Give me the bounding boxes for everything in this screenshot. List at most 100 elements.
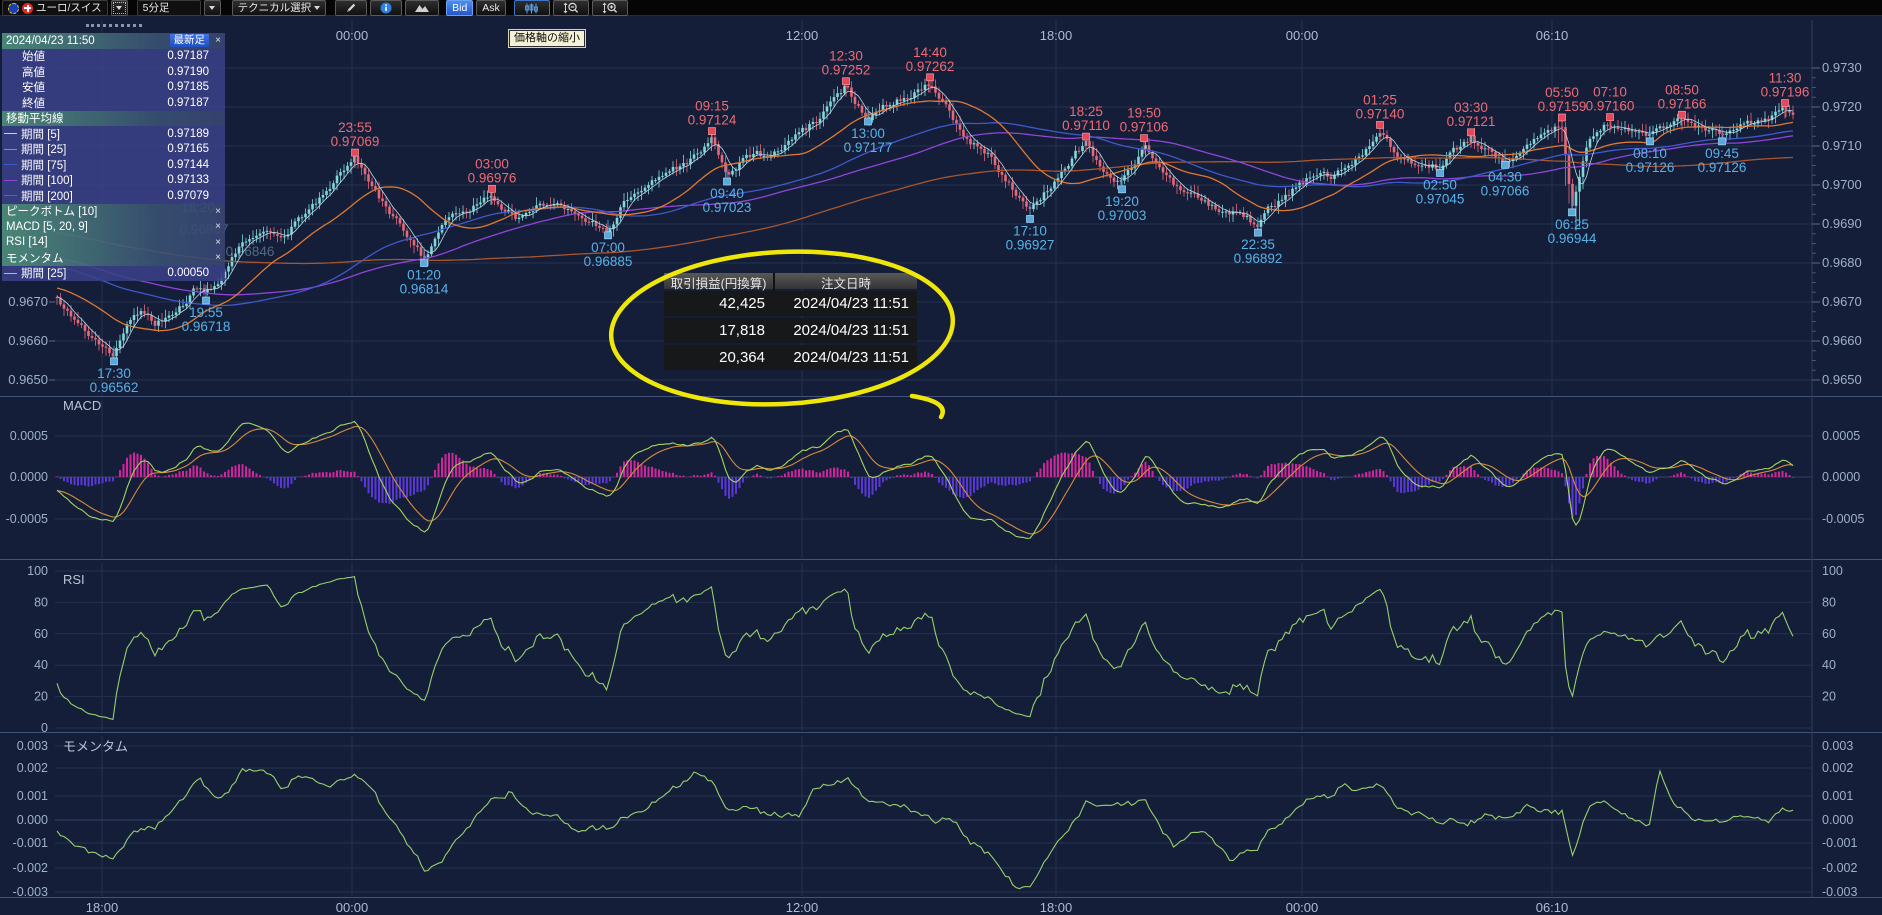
bottom-time-label: 17:30 — [97, 366, 131, 381]
mountain-icon — [415, 5, 430, 12]
timeframe-dropdown-button[interactable] — [203, 0, 221, 16]
bottom-time-label: 07:00 — [591, 240, 625, 255]
bottom-time-label: 09:45 — [1705, 146, 1739, 161]
draw-pencil-button[interactable] — [335, 0, 368, 16]
price-axis-label: 0.9680 — [1822, 255, 1862, 270]
momentum-axis-label: 0.003 — [1822, 739, 1853, 753]
indicator-header-row: MACD [5, 20, 9] × — [2, 219, 225, 235]
momentum-axis-label: -0.003 — [13, 885, 48, 899]
candle-chart-button[interactable] — [513, 0, 550, 16]
order-table-row: 20,364 2024/04/23 11:51 — [664, 345, 917, 370]
time-axis-label: 06:10 — [1536, 900, 1569, 915]
info-button[interactable] — [370, 0, 403, 16]
ma-row: 期間 [75] 0.97144 — [2, 157, 225, 173]
bottom-price-label: 0.97023 — [703, 200, 752, 215]
rsi-axis-label: 20 — [1822, 690, 1836, 704]
ask-toggle-button[interactable]: Ask — [476, 0, 506, 16]
close-icon[interactable]: × — [215, 205, 221, 217]
price-axis-label: 0.9670 — [8, 294, 48, 309]
toolbar: ユーロ/スイス 5分足 テクニカル選択 — [0, 0, 1882, 16]
order-table-body: 42,425 2024/04/23 11:51 17,818 2024/04/23 1… — [664, 291, 917, 370]
timeframe-label: 5分足 — [142, 2, 170, 14]
close-icon[interactable]: × — [215, 221, 221, 233]
peak-time-label: 14:40 — [913, 45, 947, 60]
indicator-header-row: ピークボトム [10] × — [2, 203, 225, 219]
price-axis-zoom-out-button[interactable] — [552, 0, 589, 16]
rsi-axis-label: 60 — [34, 627, 48, 641]
peak-price-label: 0.97160 — [1586, 99, 1635, 114]
currency-pair-label: ユーロ/スイス — [36, 2, 102, 14]
time-axis-label: 12:00 — [786, 28, 819, 43]
peak-time-label: 09:15 — [695, 99, 729, 114]
close-icon[interactable]: × — [215, 252, 221, 264]
indicator-info-panel: 2024/04/23 11:50 最新足 × 始値 0.97187 高値 0.9719… — [2, 24, 225, 281]
rsi-axis-label: 80 — [34, 595, 48, 609]
technical-select-button[interactable]: テクニカル選択 — [231, 0, 327, 16]
ma-value: 0.97133 — [167, 174, 209, 187]
price-axis-label: 0.9650 — [1822, 372, 1862, 387]
ma-value: 0.97189 — [167, 127, 209, 140]
ma-row: 期間 [100] 0.97133 — [2, 172, 225, 188]
ohlc-row: 高値 0.97190 — [2, 64, 225, 80]
close-icon[interactable]: × — [215, 236, 221, 248]
peak-price-label: 0.97106 — [1120, 120, 1169, 135]
ohlc-label: 終値 — [22, 97, 45, 110]
order-table-header: 取引損益(円換算) 注文日時 — [664, 273, 917, 292]
momentum-axis-label: 0.000 — [1822, 813, 1853, 827]
datetime-cell: 2024/04/23 11:51 — [793, 349, 909, 366]
macd-axis-label: -0.0005 — [6, 512, 48, 526]
pair-dropdown-button[interactable] — [110, 0, 128, 16]
peak-time-label: 05:50 — [1545, 85, 1579, 100]
pencil-icon — [347, 3, 356, 12]
order-table-row: 17,818 2024/04/23 11:51 — [664, 318, 917, 343]
ma-section-header: 移動平均線 — [2, 110, 225, 126]
bottom-price-label: 0.96892 — [1234, 251, 1283, 266]
ma-period-label: 期間 [5] — [21, 128, 60, 141]
bid-toggle-button[interactable]: Bid — [446, 0, 474, 16]
price-axis-zoom-in-button[interactable] — [591, 0, 628, 16]
bottom-price-label: 0.97066 — [1481, 183, 1530, 198]
bottom-price-label: 0.96927 — [1006, 237, 1055, 252]
price-axis-label: 0.9690 — [1822, 216, 1862, 231]
ma-period-label: 期間 [200] — [21, 190, 73, 203]
currency-pair-selector[interactable]: ユーロ/スイス — [2, 0, 108, 16]
ohlc-value: 0.97185 — [167, 81, 209, 94]
line-swatch — [4, 179, 17, 181]
peak-time-label: 03:00 — [475, 156, 509, 171]
indicator-label: ピークボトム [10] — [6, 206, 98, 219]
ohlc-value: 0.97187 — [167, 50, 209, 63]
bottom-time-label: 01:20 — [407, 268, 441, 283]
indicator-rows: ピークボトム [10] × MACD [5, 20, 9] × RSI [14] × モメン… — [2, 203, 225, 266]
close-icon[interactable]: × — [215, 35, 221, 47]
time-axis-label: 18:00 — [86, 900, 119, 915]
bottom-price-label: 0.96562 — [90, 380, 139, 395]
zoom-out-icon — [563, 2, 578, 14]
profit-cell: 20,364 — [719, 349, 765, 366]
peak-price-label: 0.97159 — [1538, 99, 1587, 114]
panel-drag-handle[interactable] — [85, 24, 142, 32]
line-swatch — [4, 164, 17, 166]
profit-cell: 42,425 — [719, 295, 765, 312]
ma-period-label: 期間 [75] — [21, 159, 67, 172]
mountain-chart-button[interactable] — [405, 0, 440, 16]
rsi-axis-label: 80 — [1822, 595, 1836, 609]
chevron-down-icon — [209, 6, 216, 10]
peak-time-label: 07:10 — [1593, 85, 1627, 100]
ma-rows: 期間 [5] 0.97189 期間 [25] 0.97165 期間 [75] 0.9714… — [2, 126, 225, 204]
rsi-axis-label: 60 — [1822, 627, 1836, 641]
momentum-period-row: 期間 [25] 0.00050 — [2, 265, 225, 281]
ma-value: 0.97165 — [167, 143, 209, 156]
peak-price-label: 0.97262 — [906, 59, 955, 74]
bottom-price-label: 0.97126 — [1698, 160, 1747, 175]
indicator-header-row: モメンタム × — [2, 250, 225, 266]
timeframe-selector[interactable]: 5分足 — [136, 0, 201, 16]
price-axis-label: 0.9720 — [1822, 99, 1862, 114]
macd-axis-label: -0.0005 — [1822, 512, 1864, 526]
ohlc-row: 安値 0.97185 — [2, 79, 225, 95]
ma-period-label: 期間 [25] — [21, 144, 67, 157]
momentum-axis-label: -0.001 — [13, 836, 48, 850]
latest-bar-badge[interactable]: 最新足 — [169, 34, 209, 48]
ohlc-row: 終値 0.97187 — [2, 95, 225, 111]
price-axis-label: 0.9730 — [1822, 60, 1862, 75]
